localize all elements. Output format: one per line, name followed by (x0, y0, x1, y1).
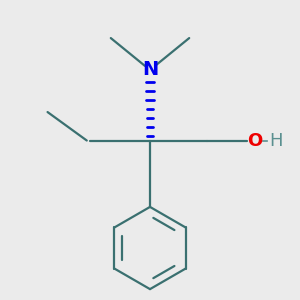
Text: N: N (142, 60, 158, 79)
Text: H: H (270, 131, 283, 149)
Text: O: O (247, 131, 262, 149)
